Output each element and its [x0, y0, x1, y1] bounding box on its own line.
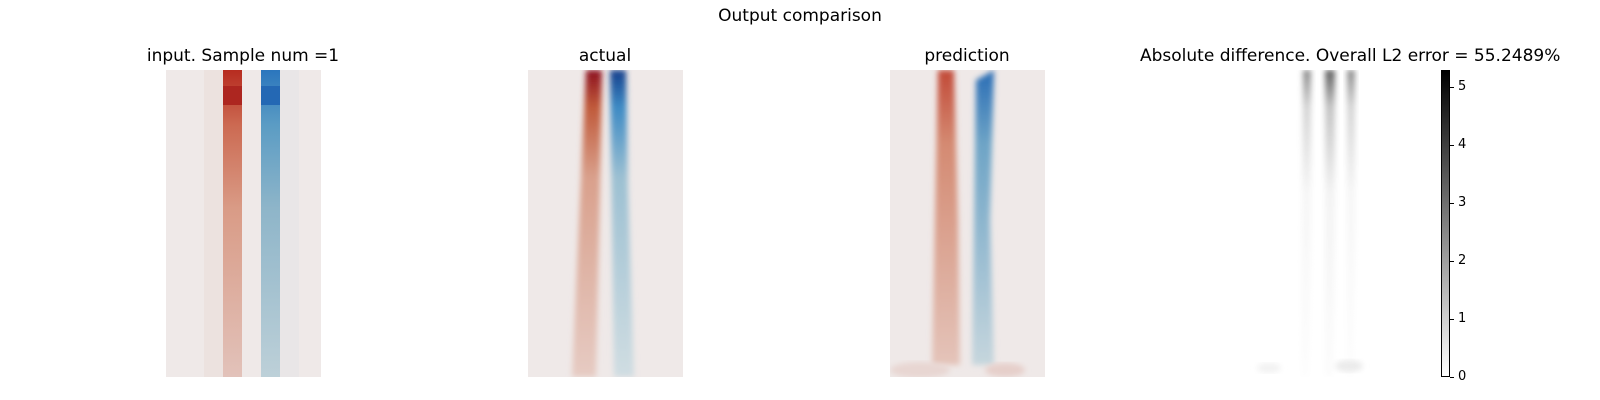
colorbar-tick-label: 3	[1458, 195, 1467, 211]
figure-suptitle: Output comparison	[718, 6, 882, 26]
colorbar-tick	[1450, 202, 1454, 204]
colorbar-tick	[1450, 260, 1454, 262]
title-prediction: prediction	[924, 46, 1010, 66]
heatmap-prediction	[890, 70, 1045, 377]
colorbar-tick	[1450, 318, 1454, 320]
colorbar-tick-label: 0	[1458, 369, 1467, 384]
heatmap-actual	[528, 70, 683, 377]
title-difference: Absolute difference. Overall L2 error = …	[1140, 46, 1561, 66]
title-input: input. Sample num =1	[146, 46, 340, 66]
heatmap-difference	[1249, 70, 1404, 377]
colorbar-tick-label: 5	[1458, 79, 1467, 95]
colorbar-tick-label: 2	[1458, 253, 1467, 269]
colorbar-tick-label: 1	[1458, 311, 1467, 327]
colorbar-tick	[1450, 144, 1454, 146]
colorbar-tick-label: 4	[1458, 137, 1467, 153]
title-actual: actual	[578, 46, 632, 66]
colorbar	[1441, 70, 1450, 377]
colorbar-tick	[1450, 86, 1454, 88]
colorbar-tick	[1450, 376, 1454, 378]
heatmap-input	[166, 70, 321, 377]
